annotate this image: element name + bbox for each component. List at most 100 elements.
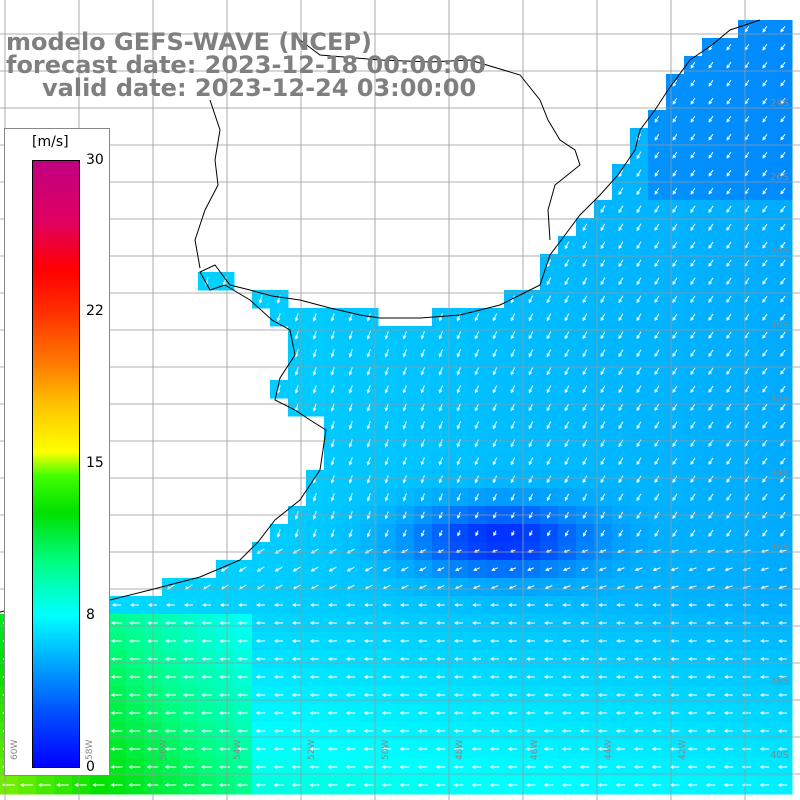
wind-arrow — [633, 711, 644, 715]
wind-arrow — [417, 729, 428, 733]
wind-arrow — [690, 169, 696, 177]
wind-arrow — [348, 403, 353, 412]
wind-arrow — [511, 530, 515, 537]
wind-arrow — [328, 603, 337, 607]
wind-arrow — [92, 783, 105, 787]
wind-arrow — [762, 187, 768, 195]
wind-arrow — [636, 475, 642, 484]
wind-arrow — [762, 97, 768, 105]
wind-arrow — [454, 621, 463, 625]
wind-arrow — [654, 493, 660, 502]
wind-arrow — [597, 783, 608, 787]
wind-arrow — [219, 639, 230, 643]
wind-arrow — [582, 313, 588, 322]
wind-arrow — [726, 529, 732, 537]
wind-arrow — [345, 675, 356, 679]
wind-arrow — [400, 566, 409, 572]
wind-arrow — [489, 729, 500, 733]
wind-arrow — [636, 367, 642, 376]
wind-arrow — [690, 151, 696, 159]
wind-arrow — [417, 711, 428, 715]
wind-arrow — [651, 693, 662, 697]
wind-arrow — [600, 403, 606, 412]
wind-arrow — [438, 493, 443, 502]
wind-arrow — [564, 367, 570, 376]
wind-arrow — [582, 223, 588, 232]
wind-arrow — [435, 639, 445, 643]
wind-arrow — [636, 457, 642, 466]
wind-arrow — [294, 331, 299, 340]
wind-arrow — [309, 639, 320, 643]
wind-arrow — [708, 385, 714, 393]
lat-label-36s: 36S — [770, 542, 790, 553]
wind-arrow — [435, 765, 446, 769]
wind-arrow — [636, 493, 642, 502]
wind-arrow — [597, 729, 608, 733]
wind-arrow — [507, 765, 518, 769]
wind-arrow — [492, 313, 498, 322]
wind-arrow — [471, 747, 482, 751]
wind-arrow — [633, 765, 644, 769]
wind-arrow — [255, 603, 265, 607]
wind-arrow — [346, 566, 355, 572]
lon-label-52w: 52W — [307, 739, 317, 760]
lon-label-46w: 46W — [530, 739, 540, 760]
wind-arrow — [437, 567, 445, 572]
lon-label-58w: 58W — [85, 739, 95, 760]
wind-arrow — [471, 657, 482, 661]
wind-arrow — [165, 657, 176, 661]
wind-arrow — [471, 711, 482, 715]
wind-arrow — [778, 621, 787, 625]
wind-arrow — [364, 566, 373, 572]
colorbar-unit: [m/s] — [32, 134, 69, 150]
lon-label-48w: 48W — [455, 739, 465, 760]
wind-arrow — [600, 205, 606, 214]
wind-arrow — [582, 277, 588, 286]
wind-arrow — [687, 693, 698, 697]
wind-arrow — [510, 367, 516, 376]
wind-arrow — [417, 747, 428, 751]
wind-arrow — [471, 693, 482, 697]
wind-arrow — [636, 349, 642, 358]
wind-arrow — [546, 331, 552, 340]
wind-arrow — [492, 475, 498, 484]
wind-arrow — [474, 403, 480, 412]
wind-arrow — [435, 711, 446, 715]
wind-arrow — [366, 385, 371, 394]
wind-arrow — [615, 675, 625, 679]
wind-arrow — [651, 711, 662, 715]
wind-arrow — [706, 567, 715, 572]
wind-arrow — [456, 421, 462, 430]
wind-arrow — [435, 657, 446, 661]
wind-arrow — [654, 295, 660, 304]
wind-arrow — [508, 639, 517, 643]
wind-arrow — [258, 295, 263, 304]
wind-arrow — [708, 205, 714, 213]
wind-arrow — [363, 747, 374, 751]
wind-arrow — [705, 711, 716, 715]
wind-arrow — [708, 97, 714, 105]
wind-arrow — [128, 747, 141, 751]
wind-arrow — [528, 475, 534, 484]
wind-arrow — [507, 747, 518, 751]
wind-arrow — [600, 421, 606, 430]
wind-arrow — [528, 421, 534, 430]
wind-arrow — [633, 783, 644, 787]
wind-arrow — [399, 765, 410, 769]
wind-arrow — [237, 639, 248, 643]
wind-arrow — [420, 403, 425, 412]
wind-arrow — [726, 259, 732, 267]
wind-arrow — [402, 493, 407, 502]
wind-arrow — [705, 693, 715, 697]
wind-arrow — [291, 657, 302, 661]
wind-arrow — [634, 621, 643, 625]
wind-arrow — [489, 657, 499, 661]
wind-arrow — [402, 385, 407, 394]
wind-arrow — [579, 693, 590, 697]
wind-arrow — [726, 295, 732, 303]
wind-arrow — [128, 765, 141, 769]
wind-arrow — [616, 567, 625, 572]
wind-arrow — [402, 529, 407, 538]
wind-arrow — [654, 187, 660, 195]
wind-arrow — [652, 585, 661, 590]
